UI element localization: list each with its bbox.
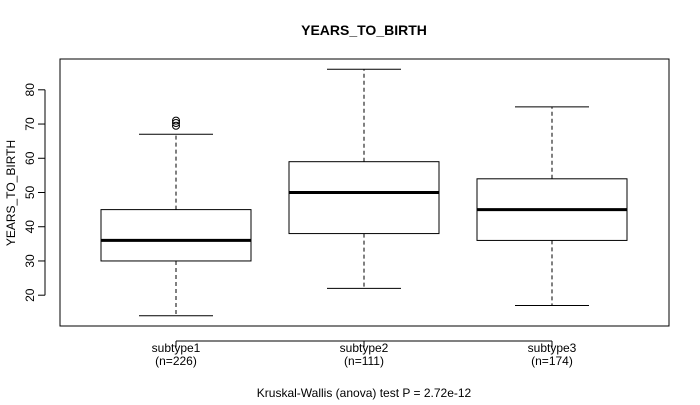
group-subtype3-label: subtype3 (528, 341, 577, 355)
test-footer: Kruskal-Wallis (anova) test P = 2.72e-12 (257, 386, 472, 400)
y-tick-label-20: 20 (23, 288, 37, 302)
group-subtype1-outlier-1 (172, 119, 180, 128)
y-tick-label-40: 40 (23, 220, 37, 234)
y-tick-label-70: 70 (23, 117, 37, 131)
group-subtype1-label: subtype1 (152, 341, 201, 355)
y-axis-label: YEARS_TO_BIRTH (4, 140, 18, 246)
plot-area-frame (59, 58, 670, 327)
group-subtype1-outlier-0 (172, 121, 180, 130)
y-tick-label-50: 50 (23, 186, 37, 200)
y-tick-label-30: 30 (23, 254, 37, 268)
group-subtype2-box (288, 161, 440, 235)
group-subtype1-box (100, 209, 252, 262)
group-subtype1-outlier-2 (172, 116, 180, 125)
chart-title: YEARS_TO_BIRTH (301, 22, 427, 38)
chart-marks: 20304050607080subtype1(n=226)subtype2(n=… (23, 68, 628, 368)
y-tick-label-80: 80 (23, 83, 37, 97)
group-subtype1-n-label: (n=226) (155, 354, 197, 368)
y-tick-label-60: 60 (23, 151, 37, 165)
group-subtype2-n-label: (n=111) (344, 354, 384, 368)
group-subtype2-label: subtype2 (340, 341, 389, 355)
group-subtype3-n-label: (n=174) (531, 354, 573, 368)
